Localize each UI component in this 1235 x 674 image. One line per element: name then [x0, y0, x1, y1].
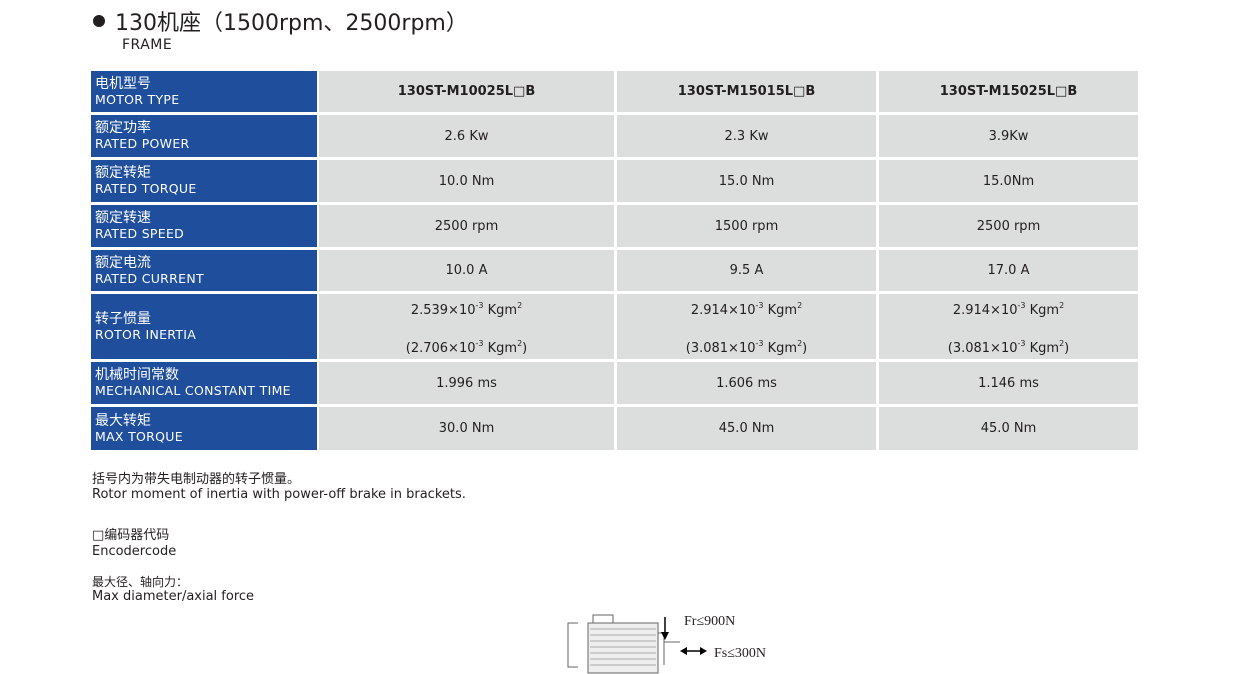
bracket-note-cn: 括号内为带失电制动器的转子惯量。: [92, 472, 301, 487]
radial-force-arrow-icon: [661, 617, 669, 640]
row-label: 额定功率 RATED POWER: [91, 115, 317, 157]
row-label-en: MECHANICAL CONSTANT TIME: [95, 383, 291, 398]
row-label-cn: 电机型号: [95, 75, 151, 92]
row-label: 机械时间常数 MECHANICAL CONSTANT TIME: [91, 362, 317, 404]
force-note-en: Max diameter/axial force: [92, 589, 255, 604]
value-cell: 2.3 Kw: [617, 115, 876, 157]
row-label-cn: 机械时间常数: [95, 367, 179, 383]
row-label-en: RATED SPEED: [95, 226, 185, 241]
value-cell: 15.0 Nm: [617, 160, 876, 202]
row-label-cn: 转子惯量: [95, 310, 151, 327]
model-header-cell: 130ST-M15025L□B: [879, 71, 1138, 112]
value-cell: 1500 rpm: [617, 205, 876, 247]
value-cell: 1.146 ms: [879, 362, 1138, 404]
value-cell: 2.914×10-3 Kgm2 (3.081×10-3 Kgm2): [879, 294, 1138, 359]
axial-force-arrow-icon: [680, 647, 707, 655]
value-cell: 2500 rpm: [879, 205, 1138, 247]
row-label-en: MAX TORQUE: [95, 428, 183, 444]
inertia-value: 2.539×10-3 Kgm2: [410, 300, 523, 318]
page-subtitle: FRAME: [122, 37, 173, 53]
value-cell: 3.9Kw: [879, 115, 1138, 157]
inertia-brake-value: (2.706×10-3 Kgm2): [405, 338, 528, 356]
value-cell: 2.914×10-3 Kgm2 (3.081×10-3 Kgm2): [617, 294, 876, 359]
row-label-en: RATED POWER: [95, 136, 190, 151]
radial-force-label: Fr≤900N: [684, 614, 736, 629]
row-label-cn: 额定功率: [95, 120, 151, 136]
row-label-cn: 最大转矩: [95, 412, 151, 429]
row-label: 转子惯量 ROTOR INERTIA: [91, 294, 317, 359]
title-text: 130机座（1500rpm、2500rpm）: [115, 11, 468, 36]
value-cell: 2.6 Kw: [319, 115, 614, 157]
row-label-en: MOTOR TYPE: [95, 91, 180, 107]
value-cell: 1.606 ms: [617, 362, 876, 404]
value-cell: 10.0 A: [319, 250, 614, 291]
force-note-cn: 最大径、轴向力：: [92, 575, 189, 589]
value-cell: 2.539×10-3 Kgm2 (2.706×10-3 Kgm2): [319, 294, 614, 359]
model-header-cell: 130ST-M15015L□B: [617, 71, 876, 112]
value-cell: 2500 rpm: [319, 205, 614, 247]
row-label: 最大转矩 MAX TORQUE: [91, 407, 317, 450]
value-cell: 1.996 ms: [319, 362, 614, 404]
row-label: 电机型号 MOTOR TYPE: [91, 71, 317, 112]
row-label-en: ROTOR INERTIA: [95, 326, 197, 342]
inertia-value: 2.914×10-3 Kgm2: [952, 300, 1065, 318]
row-label-cn: 额定转矩: [95, 165, 151, 181]
motor-diagram: [567, 614, 680, 674]
row-label-en: RATED CURRENT: [95, 270, 204, 286]
row-label: 额定电流 RATED CURRENT: [91, 250, 317, 291]
page-title: 130机座（1500rpm、2500rpm）: [93, 5, 468, 37]
model-header-cell: 130ST-M10025L□B: [319, 71, 614, 112]
value-cell: 45.0 Nm: [617, 407, 876, 450]
row-label-cn: 额定电流: [95, 254, 151, 271]
inertia-brake-value: (3.081×10-3 Kgm2): [947, 338, 1070, 356]
row-label-en: RATED TORQUE: [95, 181, 197, 196]
row-label: 额定转矩 RATED TORQUE: [91, 160, 317, 202]
bullet-icon: [93, 15, 105, 27]
value-cell: 30.0 Nm: [319, 407, 614, 450]
value-cell: 45.0 Nm: [879, 407, 1138, 450]
encoder-note-cn: □编码器代码: [92, 528, 170, 543]
row-label-cn: 额定转速: [95, 210, 151, 226]
value-cell: 10.0 Nm: [319, 160, 614, 202]
inertia-brake-value: (3.081×10-3 Kgm2): [685, 338, 808, 356]
encoder-note-en: Encodercode: [92, 544, 177, 559]
inertia-value: 2.914×10-3 Kgm2: [690, 300, 803, 318]
value-cell: 17.0 A: [879, 250, 1138, 291]
bracket-note-en: Rotor moment of inertia with power-off b…: [92, 487, 466, 502]
value-cell: 9.5 A: [617, 250, 876, 291]
value-cell: 15.0Nm: [879, 160, 1138, 202]
row-label: 额定转速 RATED SPEED: [91, 205, 317, 247]
axial-force-label: Fs≤300N: [714, 646, 767, 661]
